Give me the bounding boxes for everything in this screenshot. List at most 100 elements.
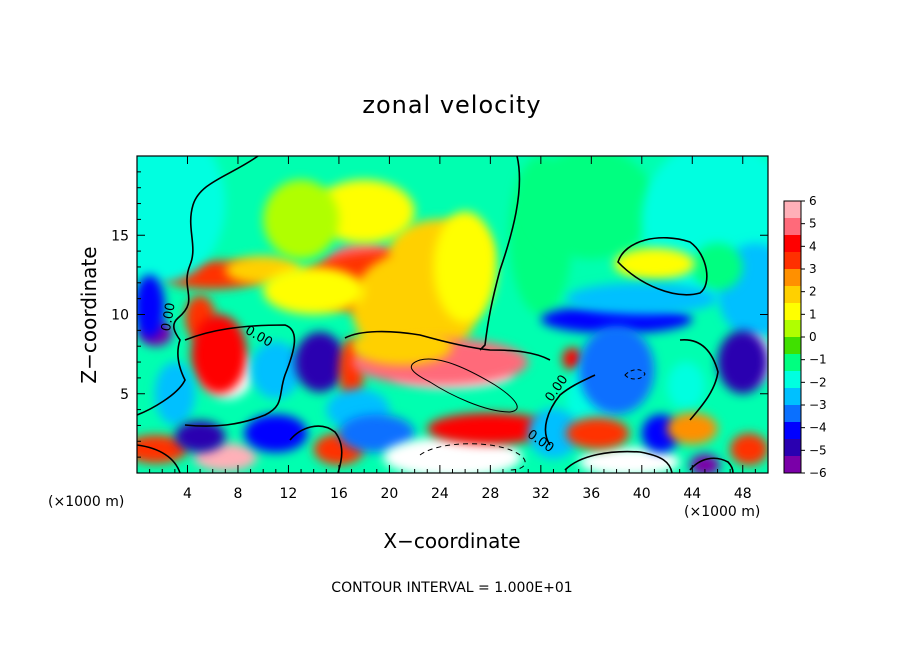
contour-lines bbox=[137, 156, 734, 473]
contour-line bbox=[544, 374, 596, 446]
heatmap-field: 0.000.000.000.00 bbox=[137, 156, 768, 473]
contour-line bbox=[410, 358, 518, 413]
x-tick-label: 16 bbox=[330, 486, 348, 502]
heatmap-cell bbox=[338, 414, 415, 453]
colorbar-label: 6 bbox=[809, 194, 817, 208]
heatmap-cell bbox=[137, 274, 165, 339]
heatmap-cell bbox=[614, 247, 695, 280]
heatmap-cell bbox=[562, 347, 583, 370]
x-unit-label-left: (×1000 m) bbox=[48, 494, 124, 510]
y-axis-label: Z−coordinate bbox=[77, 246, 101, 383]
colorbar-label: −5 bbox=[809, 443, 827, 457]
colorbar-label: −6 bbox=[809, 466, 827, 480]
heatmap-cell bbox=[383, 436, 522, 473]
x-tick-label: 32 bbox=[532, 486, 550, 502]
colorbar-swatch bbox=[784, 235, 801, 252]
x-tick-label: 28 bbox=[481, 486, 499, 502]
heatmap-cell bbox=[528, 408, 579, 459]
colorbar-label: 4 bbox=[809, 239, 817, 253]
colorbar-label: −3 bbox=[809, 398, 827, 412]
heatmap-cell bbox=[250, 341, 302, 399]
x-tick-label: 40 bbox=[633, 486, 651, 502]
contour-line-negative bbox=[624, 369, 646, 380]
contour-line bbox=[344, 330, 551, 361]
colorbar-label: 1 bbox=[809, 307, 817, 321]
colorbar-swatch bbox=[784, 269, 801, 286]
colorbar-swatch bbox=[784, 201, 801, 218]
contour-line bbox=[289, 425, 343, 473]
colorbar-swatch bbox=[784, 439, 801, 456]
colorbar-label: −4 bbox=[809, 421, 827, 435]
x-tick-label: 4 bbox=[183, 486, 192, 502]
x-tick-label: 24 bbox=[431, 486, 449, 502]
colorbar-swatch bbox=[784, 371, 801, 388]
heatmap-cell bbox=[154, 362, 196, 426]
colorbar-label: −2 bbox=[809, 375, 827, 389]
heatmap-cell bbox=[427, 412, 554, 445]
contour-line bbox=[689, 457, 734, 473]
y-axis-ticks: 5 10 15 bbox=[111, 171, 768, 458]
contour-line bbox=[137, 156, 259, 416]
contour-line bbox=[564, 450, 673, 473]
x-tick-label: 36 bbox=[582, 486, 600, 502]
contour-interval-note: CONTOUR INTERVAL = 1.000E+01 bbox=[331, 580, 572, 596]
colorbar-label: 0 bbox=[809, 330, 817, 344]
colorbar-swatch bbox=[784, 354, 801, 371]
heatmap-cell bbox=[244, 414, 308, 453]
colorbar-swatch bbox=[784, 422, 801, 439]
x-tick-label: 20 bbox=[380, 486, 398, 502]
colorbar-swatch bbox=[784, 286, 801, 303]
x-tick-label: 12 bbox=[280, 486, 298, 502]
colorbar-swatch bbox=[784, 252, 801, 269]
heatmap-cell bbox=[174, 420, 226, 453]
y-tick-label: 15 bbox=[111, 228, 129, 244]
y-tick-label: 5 bbox=[120, 387, 129, 403]
heatmap-cell bbox=[667, 412, 718, 445]
heatmap-cell bbox=[730, 433, 768, 466]
heatmap-cell bbox=[528, 156, 655, 260]
contour-line bbox=[679, 339, 719, 421]
x-axis-label: X−coordinate bbox=[383, 529, 520, 553]
heatmap-cell bbox=[717, 330, 768, 394]
heatmap-cell bbox=[313, 179, 415, 244]
heatmap-cell bbox=[294, 331, 346, 393]
contour-line bbox=[137, 444, 181, 473]
colorbar-swatch bbox=[784, 320, 801, 337]
heatmap-cell bbox=[566, 282, 718, 315]
heatmap-cell bbox=[566, 417, 630, 450]
chart-title: zonal velocity bbox=[362, 91, 541, 119]
colorbar: 6 5 4 3 2 1 0 −1 −2 −3 −4 −5 −6 bbox=[783, 194, 827, 480]
colorbar-swatch bbox=[784, 456, 801, 473]
colorbar-swatch bbox=[784, 218, 801, 235]
heatmap-cell bbox=[433, 211, 497, 323]
contour-line-negative bbox=[419, 443, 526, 471]
x-tick-label: 48 bbox=[734, 486, 752, 502]
heatmap-cell bbox=[578, 325, 655, 415]
heatmap-cell bbox=[263, 266, 365, 315]
x-unit-label-right: (×1000 m) bbox=[684, 504, 760, 520]
colorbar-label: 2 bbox=[809, 285, 817, 299]
heatmap-cell bbox=[692, 243, 743, 291]
x-tick-label: 44 bbox=[683, 486, 701, 502]
colorbar-swatch bbox=[784, 303, 801, 320]
contour-line bbox=[184, 324, 296, 427]
contour-line bbox=[479, 156, 521, 351]
contour-label: 0.00 bbox=[159, 302, 179, 333]
heatmap-cell bbox=[263, 179, 339, 260]
y-tick-label: 10 bbox=[111, 308, 129, 324]
heatmap-cell bbox=[137, 156, 226, 283]
heatmap-blobs bbox=[137, 156, 768, 473]
colorbar-label: 5 bbox=[809, 217, 817, 231]
x-axis-ticks: 4 8 12 16 20 24 28 32 36 40 44 48 bbox=[149, 156, 756, 502]
x-tick-label: 8 bbox=[233, 486, 242, 502]
colorbar-label: 3 bbox=[809, 262, 817, 276]
colorbar-swatch bbox=[784, 337, 801, 354]
colorbar-swatch bbox=[784, 405, 801, 422]
colorbar-swatch bbox=[784, 388, 801, 405]
heatmap-cell bbox=[191, 314, 247, 394]
colorbar-label: −1 bbox=[809, 353, 827, 367]
heatmap-cell bbox=[667, 362, 705, 410]
heatmap-cell bbox=[137, 434, 188, 464]
contour-line bbox=[617, 236, 708, 296]
